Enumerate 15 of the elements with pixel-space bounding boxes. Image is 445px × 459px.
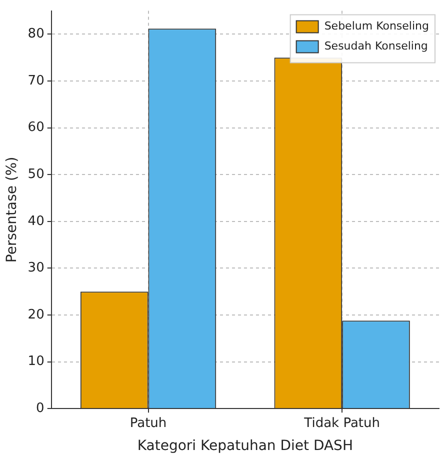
legend-label: Sebelum Konseling <box>324 20 429 33</box>
y-tick-label: 80 <box>28 26 44 42</box>
x-tick-label: Patuh <box>130 416 167 431</box>
y-tick-label: 50 <box>28 166 44 182</box>
y-tick-label: 70 <box>28 73 44 88</box>
y-tick-label: 20 <box>28 307 44 322</box>
y-axis-title: Persentase (%) <box>4 156 20 263</box>
x-tick-label: Tidak Patuh <box>303 416 380 431</box>
y-tick-label: 0 <box>36 400 44 416</box>
legend-label: Sesudah Konseling <box>324 40 428 53</box>
y-tick-label: 30 <box>28 260 44 276</box>
x-axis-title: Kategori Kepatuhan Diet DASH <box>137 438 353 454</box>
y-tick-label: 10 <box>28 354 44 370</box>
y-tick-label: 60 <box>28 120 44 136</box>
y-tick-label: 40 <box>28 214 44 229</box>
